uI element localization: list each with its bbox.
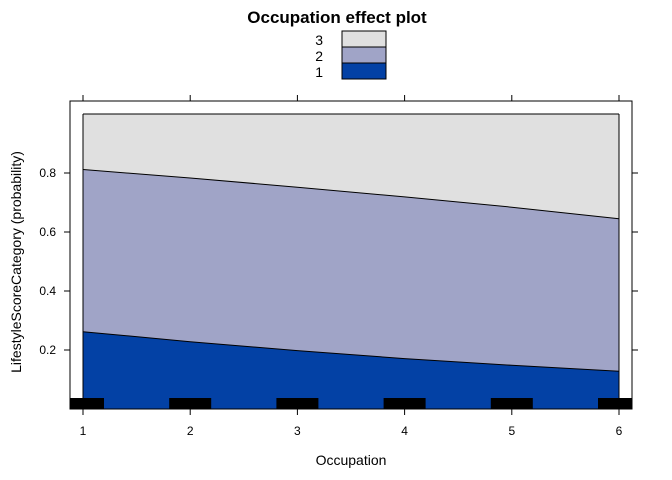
x-tick-label: 4 bbox=[401, 424, 408, 438]
plot-area bbox=[82, 113, 620, 409]
legend-label-3: 3 bbox=[315, 32, 323, 48]
y-axis-label: LifestyleScoreCategory (probability) bbox=[8, 151, 24, 373]
x-tick-label: 1 bbox=[80, 424, 87, 438]
rug-mark bbox=[490, 398, 533, 409]
y-tick-label: 0.4 bbox=[39, 284, 56, 298]
y-axis: 0.2 0.4 0.6 0.8 bbox=[39, 166, 638, 357]
rug-mark bbox=[70, 398, 104, 409]
area-category-3 bbox=[83, 114, 619, 219]
boundary-line-1-2 bbox=[82, 169, 620, 220]
y-tick-label: 0.6 bbox=[39, 225, 56, 239]
legend-label-1: 1 bbox=[315, 64, 323, 80]
rug bbox=[70, 398, 632, 409]
x-axis: 1 2 3 4 5 6 bbox=[80, 95, 623, 438]
x-tick-label: 2 bbox=[187, 424, 194, 438]
area-category-1 bbox=[83, 331, 619, 409]
rug-mark bbox=[169, 398, 212, 409]
x-axis-label: Occupation bbox=[316, 452, 387, 468]
legend-swatch-3 bbox=[341, 30, 387, 48]
chart-title: Occupation effect plot bbox=[247, 8, 427, 27]
y-tick-label: 0.8 bbox=[39, 166, 56, 180]
legend-swatch-1 bbox=[341, 62, 387, 80]
legend-label-2: 2 bbox=[315, 48, 323, 64]
rug-mark bbox=[276, 398, 319, 409]
area-category-2 bbox=[83, 169, 619, 372]
rug-mark bbox=[598, 398, 632, 409]
boundary-line-1 bbox=[82, 331, 620, 372]
legend: 3 2 1 bbox=[315, 30, 387, 80]
plot-border bbox=[69, 100, 633, 410]
legend-swatch-2 bbox=[341, 46, 387, 64]
x-tick-label: 5 bbox=[508, 424, 515, 438]
rug-mark bbox=[383, 398, 426, 409]
y-tick-label: 0.2 bbox=[39, 343, 56, 357]
x-tick-label: 3 bbox=[294, 424, 301, 438]
x-tick-label: 6 bbox=[616, 424, 623, 438]
